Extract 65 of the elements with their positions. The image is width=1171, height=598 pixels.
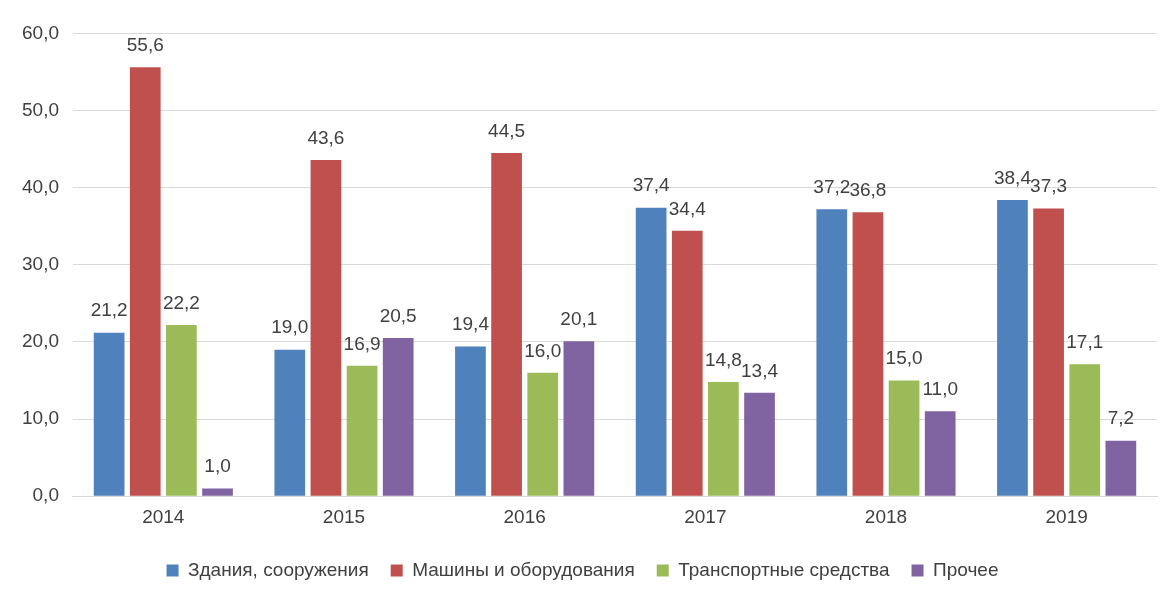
data-label: 19,4 (451, 313, 490, 335)
bar (852, 212, 884, 496)
bar (997, 200, 1028, 496)
data-label: 21,2 (90, 299, 128, 321)
bar (202, 488, 233, 496)
x-tick-label: 2019 (1045, 505, 1088, 527)
data-label: 13,4 (741, 359, 779, 381)
data-label: 20,5 (379, 304, 417, 326)
bar (310, 159, 342, 496)
bar (1069, 364, 1101, 496)
data-label: 7,2 (1107, 407, 1135, 429)
x-tick-label: 2014 (142, 505, 185, 527)
y-tick-label: 0,0 (32, 484, 59, 506)
data-label: 14,8 (704, 348, 742, 370)
data-label: 36,8 (849, 179, 887, 201)
data-label: 43,6 (307, 126, 345, 148)
data-label: 11,0 (922, 378, 958, 400)
y-tick-label: 20,0 (22, 330, 59, 352)
x-tick-label: 2016 (503, 505, 546, 527)
bar (563, 341, 595, 496)
bar (671, 230, 703, 496)
y-tick-label: 40,0 (22, 175, 59, 197)
bar (708, 382, 739, 496)
data-label: 16,9 (343, 332, 381, 354)
bar (1033, 208, 1064, 496)
data-label: 17,1 (1066, 331, 1104, 353)
data-label: 22,2 (162, 291, 200, 313)
bar (924, 411, 956, 496)
x-tick-label: 2015 (322, 505, 366, 527)
data-label: 20,1 (560, 307, 598, 329)
data-label: 44,5 (488, 119, 526, 141)
data-label: 34,4 (668, 197, 707, 219)
legend-label: Транспортные средства (678, 558, 890, 580)
bar (274, 349, 306, 496)
data-label: 55,6 (126, 34, 164, 56)
data-label: 1,0 (204, 455, 231, 477)
bar (744, 392, 775, 496)
bar (816, 209, 848, 496)
bar (888, 380, 920, 496)
y-tick-label: 10,0 (22, 407, 59, 429)
bar (455, 346, 486, 496)
y-tick-label: 30,0 (22, 253, 59, 275)
x-tick-label: 2018 (864, 505, 908, 527)
bar (635, 207, 667, 496)
data-label: 37,2 (813, 176, 851, 197)
legend-label: Машины и оборудования (412, 558, 635, 580)
bar (346, 365, 378, 496)
data-label: 37,4 (632, 174, 671, 196)
bar (93, 332, 125, 496)
legend-label: Здания, сооружения (188, 558, 369, 580)
y-tick-label: 50,0 (22, 98, 59, 120)
data-label: 19,0 (271, 316, 309, 338)
bar (129, 67, 161, 496)
data-label: 15,0 (885, 347, 923, 369)
data-label: 38,4 (993, 166, 1032, 188)
y-tick-label: 60,0 (22, 21, 59, 43)
bar (166, 324, 197, 496)
bar (491, 152, 522, 496)
bar (1105, 440, 1137, 496)
bar (382, 338, 414, 496)
legend-label: Прочее (933, 558, 999, 580)
data-label: 37,3 (1030, 175, 1068, 197)
bar (527, 372, 559, 496)
data-label: 16,0 (524, 339, 562, 361)
x-tick-label: 2017 (684, 505, 727, 527)
